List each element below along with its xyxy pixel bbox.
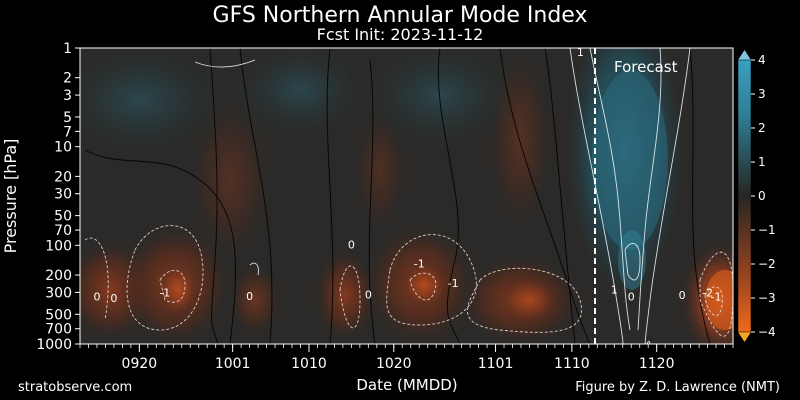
y-tick-label: 5 — [63, 110, 72, 126]
y-tick-label: 100 — [45, 238, 72, 254]
heatmap-field — [80, 48, 733, 344]
y-axis-label: Pressure [hPa] — [1, 139, 20, 254]
contour-label: 1 — [577, 46, 584, 59]
x-tick-label: 1001 — [215, 356, 251, 372]
x-tick-label: 1020 — [376, 356, 412, 372]
contour-label: 0 — [110, 292, 117, 305]
y-tick-label: 30 — [54, 187, 72, 203]
contour-label: 0 — [628, 290, 635, 303]
contour-label: 1 — [611, 283, 618, 296]
contour-label: 0 — [365, 288, 372, 301]
contour-label: -1 — [448, 277, 459, 290]
x-axis: 0920 1001 1010 1020 1101 1110 1120 — [79, 344, 734, 372]
contour-label: 0 — [93, 290, 100, 303]
colorbar: 4 3 2 1 0 −1 −2 −3 −4 — [737, 50, 776, 342]
contour-label: -2 — [702, 286, 713, 299]
y-tick-label: 20 — [54, 169, 72, 185]
contour-label: 0 — [679, 289, 686, 302]
colorbar-tick-label: −4 — [758, 325, 776, 339]
contour-label: 0 — [348, 238, 355, 251]
colorbar-tick-label: −1 — [758, 223, 776, 237]
x-tick-label: 1120 — [639, 356, 675, 372]
x-tick-label: 1110 — [554, 356, 590, 372]
y-tick-label: 3 — [63, 88, 72, 104]
contour-label: -1 — [711, 290, 722, 303]
chart-subtitle: Fcst Init: 2023-11-12 — [316, 25, 484, 44]
y-tick-label: 50 — [54, 209, 72, 225]
y-tick-label: 70 — [54, 223, 72, 239]
y-tick-label: 700 — [45, 322, 72, 338]
x-tick-label: 0920 — [122, 356, 158, 372]
colorbar-tick-label: −2 — [758, 257, 776, 271]
contour-labels: 0 0 -1 000-1-1110 0 -2-1 — [93, 46, 721, 305]
colorbar-tick-label: 1 — [758, 155, 766, 169]
colorbar-tick-label: 2 — [758, 121, 766, 135]
y-tick-label: 300 — [45, 285, 72, 301]
chart-title: GFS Northern Annular Mode Index — [212, 3, 588, 28]
colorbar-tick-label: −3 — [758, 291, 776, 305]
forecast-label: Forecast — [614, 58, 678, 76]
positive-contours — [194, 48, 691, 344]
zero-contours — [84, 48, 711, 344]
plot-frame — [79, 47, 734, 345]
colorbar-tick-label: 4 — [758, 53, 766, 67]
x-axis-label: Date (MMDD) — [356, 376, 457, 394]
colorbar-tick-label: 0 — [758, 189, 766, 203]
contour-label: 0 — [246, 290, 253, 303]
contour-label: -1 — [414, 257, 425, 270]
y-tick-label: 7 — [63, 124, 72, 140]
x-tick-label: 1101 — [478, 356, 514, 372]
source-credit: stratobserve.com — [18, 380, 133, 395]
x-tick-label: 1010 — [291, 356, 327, 372]
y-tick-label: 1 — [63, 41, 72, 57]
author-credit: Figure by Z. D. Lawrence (NMT) — [575, 380, 780, 395]
contour-label: -1 — [159, 286, 170, 299]
y-tick-label: 2 — [63, 71, 72, 87]
colorbar-tick-label: 3 — [758, 87, 766, 101]
negative-contours — [84, 225, 733, 337]
y-tick-label: 1000 — [36, 337, 72, 353]
y-tick-label: 200 — [45, 268, 72, 284]
y-tick-label: 10 — [54, 140, 72, 156]
y-tick-label: 500 — [45, 307, 72, 323]
